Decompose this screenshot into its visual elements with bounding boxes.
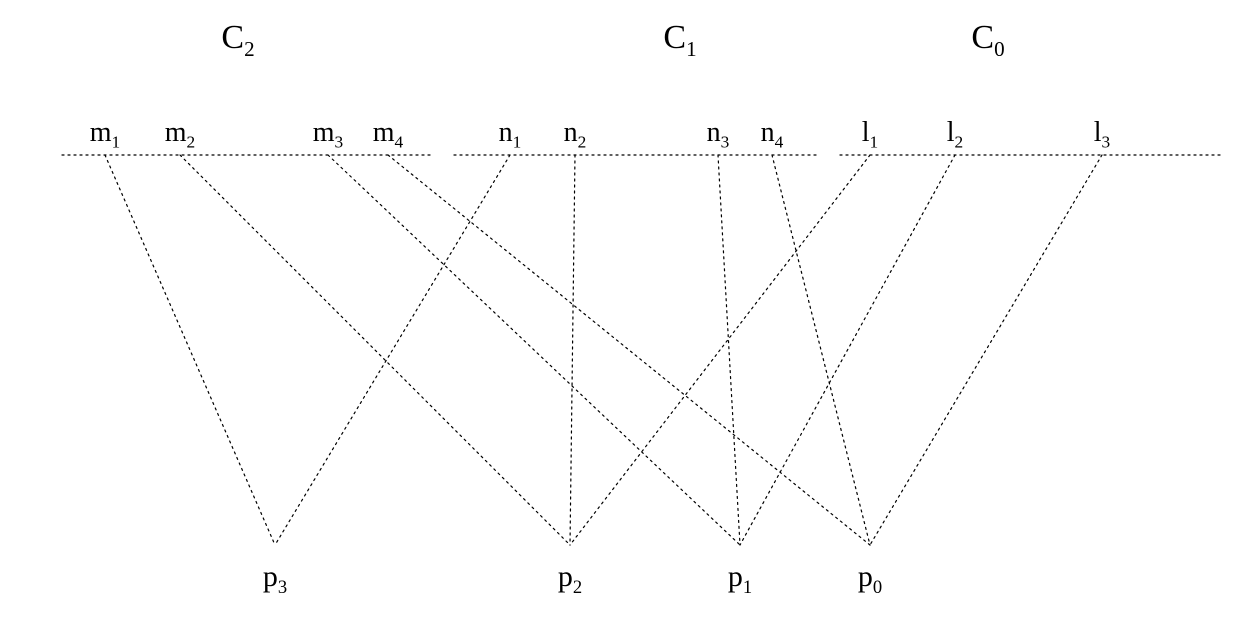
- diagram-svg: [0, 0, 1240, 627]
- top-node-label-n2: n2: [564, 119, 587, 147]
- edge: [718, 155, 740, 545]
- group-label-C1: C1: [663, 21, 696, 55]
- group-label-C2: C2: [221, 21, 254, 55]
- edge: [570, 155, 870, 545]
- top-node-label-n1: n1: [499, 119, 522, 147]
- top-node-label-l3: l3: [1094, 119, 1110, 147]
- top-node-label-l2: l2: [947, 119, 963, 147]
- diagram-root: C2 C1 C0 m1 m2 m3 m4 n1 n2 n3 n4 l1 l2 l3 p3 p2 p1 p0: [0, 0, 1240, 627]
- edge: [180, 155, 570, 545]
- top-node-label-m4: m4: [373, 119, 403, 147]
- bottom-node-label-p1: p1: [728, 562, 752, 592]
- top-node-label-m1: m1: [90, 119, 120, 147]
- edge: [388, 155, 870, 545]
- top-node-label-n4: n4: [761, 119, 784, 147]
- edge: [275, 155, 510, 545]
- edge: [570, 155, 575, 545]
- top-node-label-l1: l1: [862, 119, 878, 147]
- bottom-node-label-p0: p0: [858, 562, 882, 592]
- edge: [105, 155, 275, 545]
- bottom-node-label-p2: p2: [558, 562, 582, 592]
- edge: [740, 155, 955, 545]
- top-node-label-m3: m3: [313, 119, 343, 147]
- top-node-label-m2: m2: [165, 119, 195, 147]
- bottom-node-label-p3: p3: [263, 562, 287, 592]
- top-node-label-n3: n3: [707, 119, 730, 147]
- edge: [328, 155, 740, 545]
- edge: [870, 155, 1102, 545]
- edge: [772, 155, 870, 545]
- group-label-C0: C0: [971, 21, 1004, 55]
